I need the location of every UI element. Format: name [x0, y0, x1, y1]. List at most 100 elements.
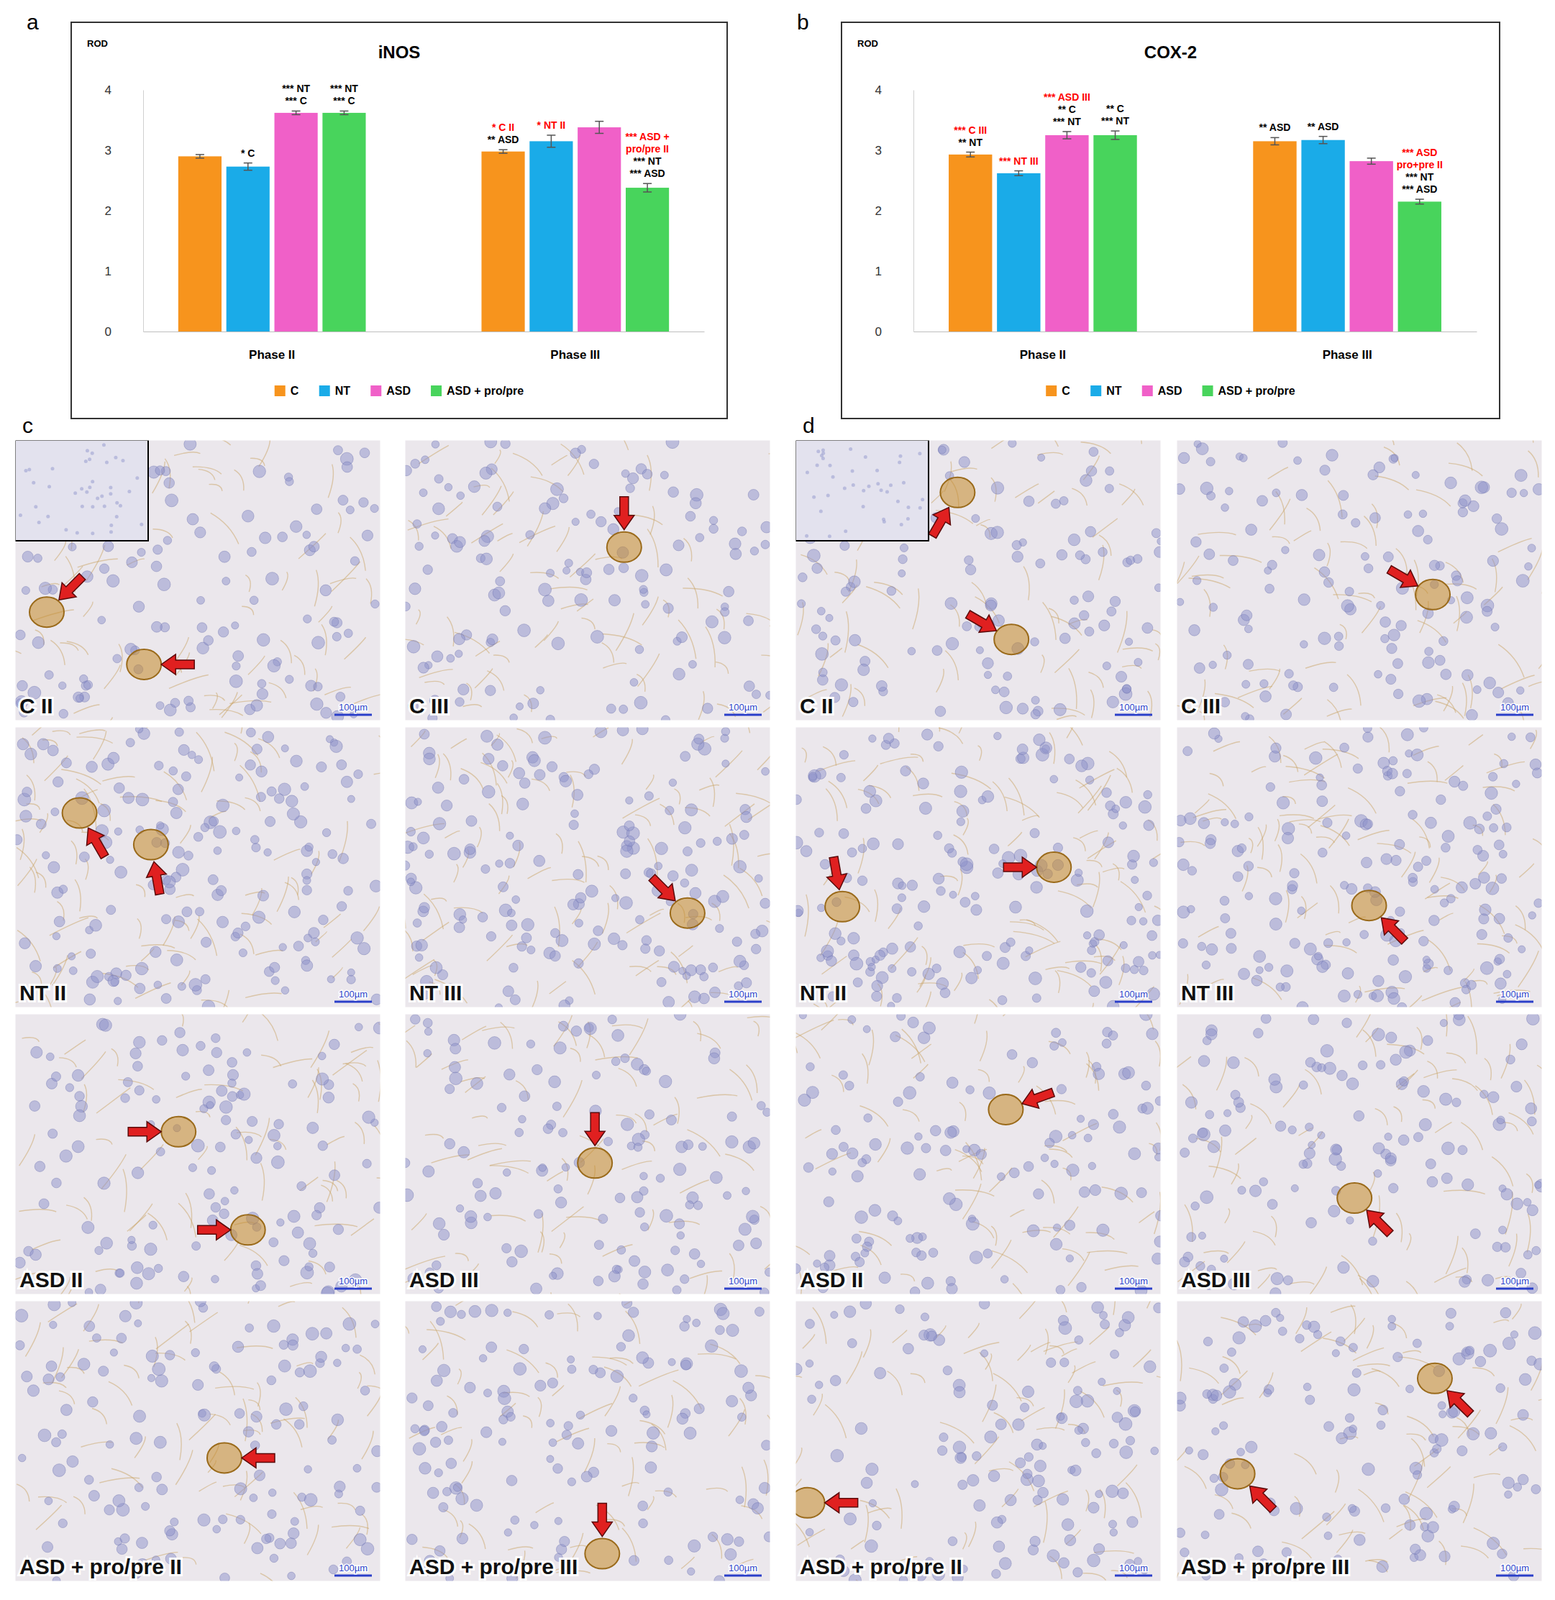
- image-texture: [17, 738, 29, 751]
- error-bar-stem: [295, 110, 298, 115]
- image-texture: [481, 864, 490, 874]
- image-texture: [201, 937, 212, 948]
- image-texture: [361, 1514, 368, 1535]
- error-bar-cap: [1014, 175, 1023, 177]
- image-texture: [329, 1170, 341, 1181]
- scale-bar: [334, 1575, 372, 1578]
- annotations: *** C III** NT** ASD*** NT III** ASD*** …: [953, 91, 1443, 195]
- image-texture: [673, 668, 686, 681]
- image-texture: [625, 796, 633, 805]
- image-texture: [60, 1404, 72, 1417]
- image-texture: [200, 823, 210, 833]
- image-texture: [545, 1310, 554, 1320]
- image-texture: [630, 678, 638, 687]
- image-texture: [43, 1374, 54, 1386]
- image-texture: [750, 944, 761, 954]
- image-texture: [481, 730, 494, 743]
- image-texture: [113, 455, 118, 460]
- image-texture: [527, 945, 536, 954]
- image-texture: [177, 1014, 184, 1027]
- image-texture: [404, 860, 410, 871]
- image-texture: [537, 1397, 542, 1417]
- error-bar: [1367, 158, 1376, 164]
- image-texture: [292, 1227, 304, 1239]
- image-texture: [251, 744, 262, 755]
- image-texture: [179, 1301, 195, 1323]
- x-tick-label: Phase II: [1019, 348, 1066, 362]
- image-texture: [547, 1378, 558, 1389]
- error-bar-cap: [1367, 157, 1376, 159]
- image-texture: [450, 738, 467, 749]
- image-texture: [608, 594, 620, 607]
- image-texture: [347, 795, 355, 803]
- image-texture: [366, 578, 372, 605]
- image-texture: [108, 491, 113, 496]
- image-texture: [629, 1018, 649, 1056]
- image-texture: [64, 1040, 86, 1055]
- image-texture: [77, 1358, 90, 1371]
- image-texture: [184, 696, 194, 706]
- image-texture: [722, 760, 730, 768]
- image-texture: [558, 1000, 571, 1008]
- micrograph-image: [404, 440, 771, 721]
- image-texture: [38, 1429, 52, 1443]
- image-texture: [15, 1257, 26, 1269]
- image-texture: [516, 798, 529, 811]
- image-texture: [34, 1161, 46, 1173]
- image-texture: [676, 1232, 685, 1240]
- image-texture: [15, 648, 21, 654]
- image-texture: [764, 1243, 771, 1270]
- image-texture: [699, 972, 709, 982]
- image-texture: [461, 1461, 472, 1484]
- image-texture: [371, 1482, 381, 1493]
- image-texture: [629, 1255, 641, 1267]
- image-texture: [25, 1322, 41, 1358]
- y-tick-label: 1: [105, 264, 112, 279]
- image-texture: [534, 769, 546, 781]
- image-texture: [584, 769, 593, 779]
- image-texture: [276, 1219, 285, 1227]
- image-texture: [406, 1040, 416, 1069]
- image-texture: [431, 1301, 442, 1312]
- image-texture: [492, 502, 503, 512]
- image-texture: [135, 962, 148, 975]
- image-texture: [683, 1427, 697, 1440]
- image-texture: [112, 654, 122, 664]
- image-texture: [227, 1091, 238, 1102]
- image-texture: [573, 869, 584, 880]
- image-texture: [35, 1505, 62, 1530]
- image-texture: [97, 804, 111, 818]
- y-tick: 3: [875, 143, 914, 158]
- image-texture: [689, 660, 697, 669]
- image-texture: [235, 1515, 245, 1525]
- image-texture: [261, 1055, 281, 1066]
- image-texture: [164, 1350, 175, 1361]
- image-texture: [609, 1357, 633, 1364]
- image-texture: [682, 588, 723, 597]
- error-bar-stem: [502, 149, 505, 154]
- image-texture: [404, 1158, 410, 1169]
- image-texture: [545, 1362, 559, 1378]
- image-texture: [109, 523, 113, 528]
- image-texture: [422, 1018, 433, 1028]
- image-texture: [555, 833, 563, 854]
- micrograph-image: [15, 440, 381, 721]
- image-label: C II: [19, 694, 54, 718]
- image-texture: [21, 1371, 33, 1383]
- image-texture: [170, 1518, 179, 1527]
- stained-cell: [670, 898, 705, 929]
- image-texture: [642, 1067, 651, 1076]
- image-texture: [553, 1015, 573, 1047]
- image-texture: [48, 1129, 58, 1139]
- image-texture: [404, 602, 410, 611]
- error-bar-cap: [1415, 203, 1425, 205]
- chart-panel: bCOX-2ROD01234Phase IIPhase III*** C III…: [796, 10, 1500, 419]
- image-texture: [509, 714, 518, 721]
- image-texture: [35, 819, 47, 830]
- image-texture: [274, 1119, 284, 1130]
- image-texture: [663, 603, 674, 614]
- image-texture: [593, 1276, 604, 1287]
- image-texture: [357, 1372, 362, 1389]
- error-bar-cap: [643, 191, 652, 193]
- image-texture: [278, 1360, 291, 1373]
